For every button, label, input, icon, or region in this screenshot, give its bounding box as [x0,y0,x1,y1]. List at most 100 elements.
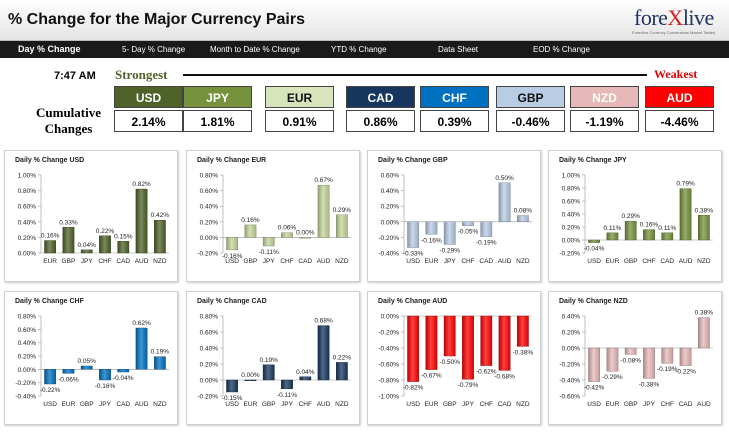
category-label: CAD [116,258,130,265]
category-label: JPY [281,401,294,408]
data-label: -0.33% [403,251,424,258]
chart-title: Daily % Change NZD [559,298,628,305]
y-tick-label: -0.20% [197,394,218,401]
data-label: -0.19% [657,366,678,373]
category-label: NZD [335,258,349,265]
y-tick-label: 0.00% [562,238,581,245]
logo-tagline: Forexlive Currency Conversions Market Ta… [632,30,715,35]
chart-title: Daily % Change GBP [378,157,448,164]
cumulative-value-nzd: -1.19% [570,110,639,132]
category-label: USD [587,401,601,408]
category-label: AUD [135,258,149,265]
y-tick-label: 0.40% [18,340,37,347]
bar-usd [407,315,420,382]
cumulative-value-usd: 2.14% [114,110,183,132]
data-label: 0.00% [296,229,315,236]
chart-title: Daily % Change CHF [15,298,84,305]
tab-eod-change[interactable]: EOD % Change [533,45,590,54]
chart-title: Daily % Change USD [15,157,85,164]
data-label: -0.22% [675,369,696,376]
chart-svg: -0.40% -0.20% 0.00% 0.20% 0.40% 0.60% -0.33%US… [378,173,533,266]
y-tick-label: 0.60% [200,330,219,337]
y-tick-label: -0.20% [378,330,399,337]
y-tick-label: -0.80% [378,378,399,385]
y-tick-label: 0.00% [18,367,37,374]
bar-cad [117,369,130,373]
nav-tabs: Day % Change 5- Day % Change Month to Da… [0,41,729,58]
data-label: -0.11% [277,392,297,399]
y-tick-label: -0.60% [559,394,580,401]
bar-aud [697,317,710,349]
forexlive-logo[interactable]: foreXlive Forexlive Currency Conversions… [628,4,722,36]
strongest-label: Strongest [115,67,168,82]
chart-panel-2: Daily % Change GBP -0.40% -0.20% 0.00% 0.20%… [367,150,541,282]
category-label: EUR [425,401,439,408]
y-tick-label: 0.00% [381,314,400,321]
y-tick-label: -0.40% [378,346,399,353]
bar-cad [117,241,130,254]
category-label: JPY [462,401,475,408]
bar-gbp [62,227,75,254]
cumulative-value-aud: -4.46% [645,110,714,132]
y-tick-label: 0.00% [562,346,581,353]
chart-svg: -0.40% -0.20% 0.00% 0.20% 0.40% 0.60% 0.80% -0.… [15,314,169,409]
data-label: 0.08% [514,208,533,215]
category-label: AUD [135,401,149,408]
bar-jpy [462,315,474,380]
category-label: EUR [606,401,620,408]
data-label: 0.82% [132,181,151,188]
data-label: 0.11% [658,225,676,232]
bar-gbp [262,364,275,381]
data-label: 0.29% [621,213,640,220]
category-label: AUD [697,401,711,408]
category-label: AUD [317,401,331,408]
y-tick-label: 0.20% [562,225,581,232]
currency-badge-jpy: JPY [183,86,252,108]
data-label: 0.22% [333,354,352,361]
tab-day-change[interactable]: Day % Change [18,44,81,54]
bar-chf [480,315,493,366]
y-tick-label: 1.00% [562,173,581,180]
bar-usd [226,237,239,251]
data-label: -0.38% [513,349,534,356]
y-tick-label: 0.20% [200,219,219,226]
tab-ytd-change[interactable]: YTD % Change [331,45,387,54]
data-label: 0.11% [603,225,621,232]
category-label: GBP [624,401,638,408]
tab-month-to-date-change[interactable]: Month to Date % Change [210,45,300,54]
data-label: -0.04% [584,246,605,253]
header-bar: % Change for the Major Currency Pairs fo… [0,0,729,41]
category-label: GBP [624,258,638,265]
category-label: CHF [661,401,674,408]
bar-jpy [99,369,111,381]
y-tick-label: 0.80% [200,314,219,321]
tab-data-sheet[interactable]: Data Sheet [438,45,479,54]
bar-nzd [335,214,348,238]
bar-aud [135,327,148,370]
data-label: 0.38% [695,310,714,317]
bar-aud [498,182,511,222]
data-label: -0.11% [259,249,279,256]
cumulative-value-chf: 0.39% [420,110,489,132]
chart-panel-3: Daily % Change JPY -0.20% 0.00% 0.20% 0.40% 0… [548,150,722,282]
bar-gbp [443,315,456,357]
currency-badge-gbp: GBP [496,86,565,108]
y-tick-label: 0.20% [200,362,219,369]
data-label: -0.62% [476,369,497,376]
y-tick-label: 0.40% [200,204,219,211]
y-tick-label: 0.60% [18,204,37,211]
y-tick-label: 0.00% [200,378,219,385]
y-tick-label: -0.20% [559,362,580,369]
tab-5-day-change[interactable]: 5- Day % Change [122,45,186,54]
category-label: CHF [98,258,111,265]
y-tick-label: 0.40% [200,346,219,353]
chart-svg: -0.20% 0.00% 0.20% 0.40% 0.60% 0.80% 1.00% -0.0… [559,173,713,266]
chart-panel-4: Daily % Change CHF -0.40% -0.20% 0.00% 0.20%… [4,291,178,425]
data-label: -0.67% [421,373,442,380]
category-label: CHF [280,258,293,265]
bar-cad [498,315,511,371]
bar-eur [244,379,257,382]
category-label: AUD [498,258,512,265]
category-label: NZD [153,258,167,265]
data-label: 0.00% [241,372,260,379]
